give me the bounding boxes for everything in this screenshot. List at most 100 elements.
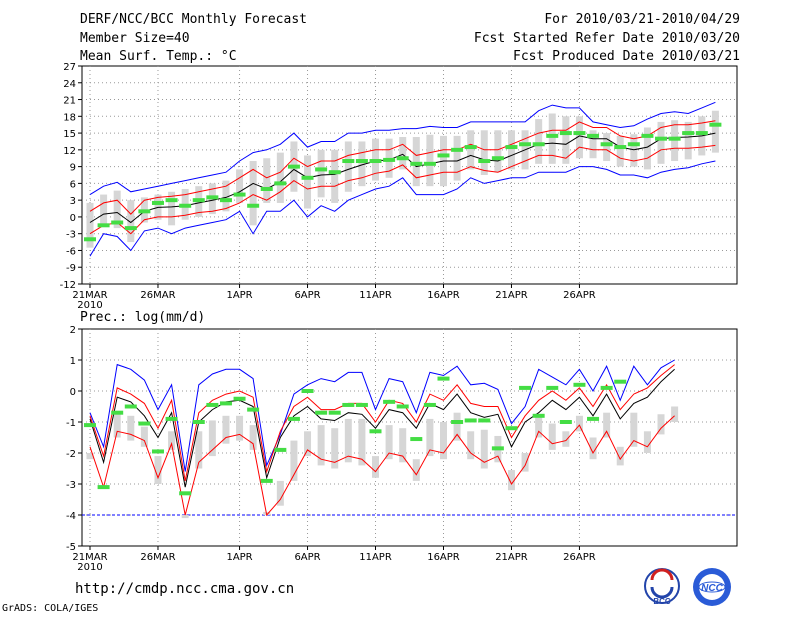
temp-obs-marker: [383, 157, 396, 162]
temp-obs-marker: [315, 167, 328, 172]
prec-obs-marker: [464, 418, 477, 423]
temp-spread-box: [467, 130, 475, 170]
temp-series-line: [89, 120, 716, 215]
prec-spread-box: [208, 420, 216, 457]
prec-spread-box: [399, 428, 407, 463]
temp-obs-marker: [682, 131, 695, 136]
prec-spread-box: [562, 431, 570, 447]
temp-obs-marker: [668, 136, 681, 141]
temp-x-tick-label: 21APR: [495, 290, 528, 301]
temp-obs-marker: [546, 133, 559, 138]
temp-spread-box: [168, 191, 176, 226]
variable-label: Mean Surf. Temp.: °C: [80, 49, 237, 64]
temp-y-tick-label: 24: [63, 79, 76, 90]
temp-obs-marker: [559, 131, 572, 136]
temp-y-tick-label: -12: [60, 280, 76, 291]
prec-obs-marker: [383, 399, 396, 404]
prec-x-tick-label: 26MAR: [140, 552, 175, 563]
prec-spread-box: [195, 431, 203, 469]
temp-obs-marker: [464, 145, 477, 150]
prec-spread-box: [480, 429, 488, 469]
prec-obs-marker: [451, 420, 464, 424]
prec-spread-box: [181, 515, 189, 519]
prec-spread-box: [154, 456, 162, 484]
prec-obs-marker: [165, 416, 178, 421]
produced-date: Fcst Produced Date 2010/03/21: [513, 49, 740, 64]
prec-obs-marker: [97, 485, 110, 490]
source-url[interactable]: http://cmdp.ncc.cma.gov.cn: [75, 581, 295, 597]
temp-plot-frame: [81, 65, 738, 285]
prec-y-tick-label: 2: [70, 325, 76, 336]
temp-obs-marker: [410, 161, 423, 166]
temp-spread-box: [317, 149, 325, 198]
temp-y-tick-label: 12: [63, 146, 76, 157]
temp-obs-marker: [151, 200, 164, 205]
temp-spread-box: [276, 152, 284, 203]
prec-spread-box: [222, 415, 230, 444]
prec-spread-box: [276, 480, 284, 506]
temp-y-tick-label: 9: [70, 163, 76, 174]
ncc-logo-text: NCC: [701, 583, 723, 594]
prec-obs-marker: [274, 447, 287, 452]
temp-x-tick-label: 1APR: [226, 290, 252, 301]
temp-spread-box: [507, 130, 515, 170]
prec-obs-marker: [192, 420, 205, 424]
temp-spread-box: [304, 155, 312, 209]
prec-series-line: [89, 364, 675, 481]
temp-obs-marker: [124, 226, 137, 231]
prec-obs-marker: [206, 402, 219, 407]
prec-spread-box: [467, 431, 475, 460]
prec-obs-marker: [396, 404, 409, 409]
prec-obs-marker: [355, 402, 368, 407]
temp-spread-box: [263, 158, 271, 203]
temp-y-tick-label: 21: [63, 96, 76, 107]
temp-obs-marker: [206, 195, 219, 200]
prec-spread-box: [236, 415, 244, 441]
temp-x-tick-label: 26MAR: [140, 290, 175, 301]
prec-panel-title: Prec.: log(mm/d): [80, 310, 205, 325]
prec-spread-box: [86, 453, 94, 460]
temp-x-tick-label: 26APR: [563, 290, 596, 301]
temp-series-line: [89, 144, 716, 235]
temp-obs-marker: [260, 186, 273, 191]
prec-obs-marker: [369, 429, 382, 434]
temp-x-tick-label: 21MAR: [72, 290, 107, 301]
prec-spread-box: [372, 456, 380, 478]
prec-spread-box: [630, 412, 638, 447]
temp-obs-marker: [342, 159, 355, 164]
prec-obs-marker: [546, 385, 559, 390]
temp-spread-box: [249, 161, 257, 226]
temp-obs-marker: [219, 198, 232, 203]
start-date: Fcst Started Refer Date 2010/03/20: [473, 31, 740, 46]
prec-spread-box: [113, 411, 121, 438]
temp-y-tick-label: 0: [70, 213, 76, 224]
temp-y-tick-label: 3: [70, 196, 76, 207]
prec-spread-box: [426, 418, 434, 457]
temp-x-tick-label: 6APR: [294, 290, 320, 301]
temp-obs-marker: [355, 159, 368, 164]
prec-obs-marker: [491, 446, 504, 451]
prec-spread-box: [290, 440, 298, 481]
temp-obs-marker: [247, 203, 260, 208]
chart-title: DERF/NCC/BCC Monthly Forecast: [80, 12, 307, 27]
temp-y-tick-label: 6: [70, 179, 76, 190]
temp-spread-box: [480, 130, 488, 175]
prec-obs-marker: [342, 402, 355, 407]
temp-obs-marker: [111, 220, 124, 225]
prec-obs-marker: [138, 421, 151, 426]
prec-obs-marker: [410, 437, 423, 442]
temp-series-line: [89, 160, 716, 257]
temp-spread-box: [127, 200, 135, 243]
prec-obs-marker: [559, 420, 572, 424]
prec-y-tick-label: -1: [66, 418, 76, 429]
temp-x-year-label: 2010: [77, 300, 102, 311]
temp-obs-marker: [233, 192, 246, 197]
prec-spread-box: [616, 446, 624, 466]
prec-spread-box: [412, 459, 420, 481]
member-size: Member Size=40: [80, 31, 190, 46]
prec-spread-box: [535, 415, 543, 438]
temp-spread-box: [684, 121, 692, 160]
temp-spread-box: [616, 135, 624, 167]
prec-spread-box: [385, 425, 393, 460]
